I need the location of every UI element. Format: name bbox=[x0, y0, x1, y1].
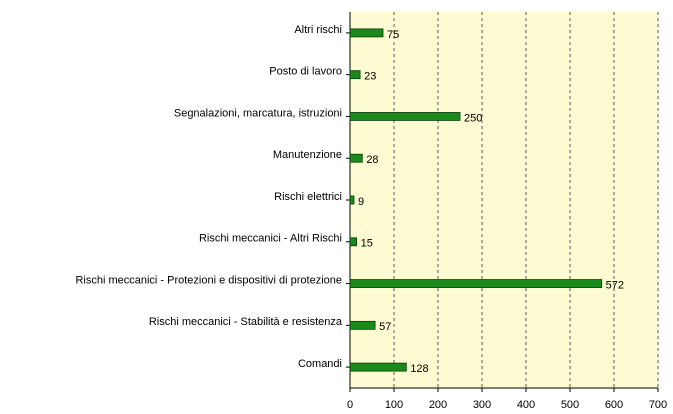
data-label: 250 bbox=[464, 112, 482, 124]
x-tick-label: 300 bbox=[473, 399, 491, 411]
bar bbox=[349, 70, 361, 80]
y-tick-label: Rischi meccanici - Protezioni e disposit… bbox=[75, 274, 342, 286]
plot-area bbox=[350, 12, 658, 388]
x-tick-label: 200 bbox=[429, 399, 447, 411]
y-tick-label: Manutenzione bbox=[273, 149, 342, 161]
bar bbox=[349, 112, 461, 121]
y-tick-label: Comandi bbox=[298, 358, 342, 370]
bar bbox=[349, 28, 384, 38]
data-label: 128 bbox=[410, 363, 428, 375]
bar bbox=[349, 362, 407, 372]
data-label: 9 bbox=[358, 196, 364, 208]
y-tick-label: Rischi meccanici - Stabilità e resistenz… bbox=[149, 316, 343, 328]
x-tick-label: 0 bbox=[347, 399, 353, 411]
x-tick-label: 600 bbox=[605, 399, 623, 411]
data-label: 28 bbox=[366, 154, 378, 166]
x-tick-label: 400 bbox=[517, 399, 535, 411]
y-tick-label: Posto di lavoro bbox=[269, 66, 342, 78]
y-tick-label: Segnalazioni, marcatura, istruzioni bbox=[174, 107, 342, 119]
y-tick-label: Rischi elettrici bbox=[274, 191, 342, 203]
bar bbox=[349, 320, 376, 330]
data-label: 57 bbox=[379, 321, 391, 333]
x-tick-label: 500 bbox=[561, 399, 579, 411]
bar bbox=[349, 153, 363, 163]
bar bbox=[349, 237, 357, 247]
data-label: 15 bbox=[361, 238, 373, 250]
data-label: 75 bbox=[387, 29, 399, 41]
x-tick-label: 700 bbox=[649, 399, 667, 411]
y-tick-label: Rischi meccanici - Altri Rischi bbox=[199, 233, 342, 245]
y-tick-label: Altri rischi bbox=[294, 24, 342, 36]
data-label: 23 bbox=[364, 71, 376, 83]
x-tick-label: 100 bbox=[385, 399, 403, 411]
data-label: 572 bbox=[606, 279, 624, 291]
bar bbox=[349, 195, 355, 205]
bar bbox=[349, 279, 603, 288]
